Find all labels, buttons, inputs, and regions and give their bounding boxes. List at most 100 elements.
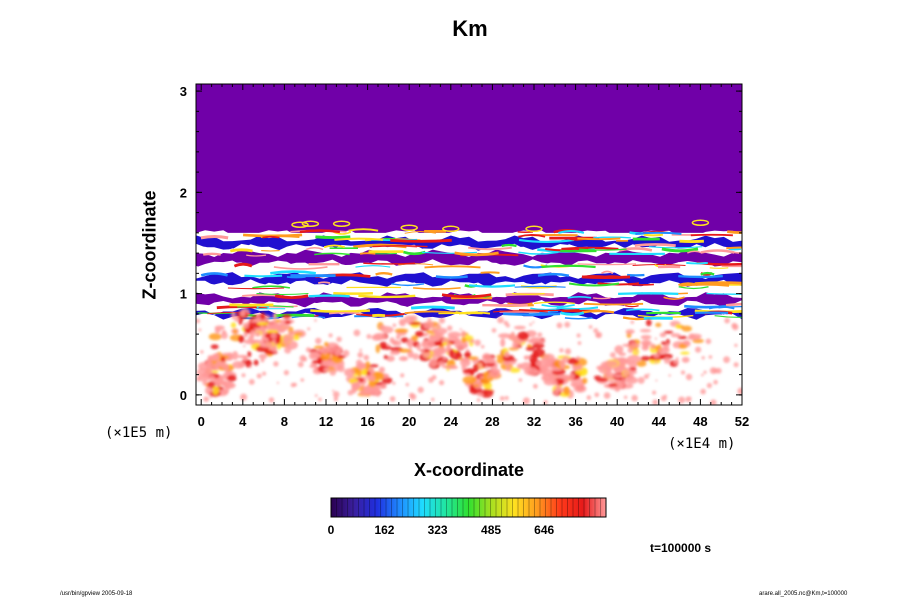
x-tick-label: 36	[568, 414, 582, 429]
x-tick-label: 28	[485, 414, 499, 429]
eddy-speck	[658, 348, 664, 354]
eddy-speck	[270, 332, 277, 339]
eddy-speck	[512, 342, 519, 349]
time-annotation: t=100000 s	[650, 541, 712, 555]
eddy-patch	[639, 329, 652, 333]
interface-streak	[593, 236, 631, 239]
interface-streak	[725, 302, 742, 307]
eddy-speck	[674, 346, 677, 349]
eddy-patch	[608, 383, 619, 388]
eddy-speck	[701, 373, 704, 377]
eddy-speck	[243, 345, 246, 348]
eddy-speck	[499, 396, 505, 401]
eddy-speck	[323, 352, 327, 355]
eddy-speck	[559, 359, 566, 367]
eddy-speck	[395, 334, 401, 340]
eddy-patch	[247, 351, 252, 358]
eddy-speck	[206, 360, 214, 368]
eddy-speck	[438, 332, 444, 338]
eddy-patch	[503, 360, 517, 365]
eddy-speck	[610, 352, 616, 358]
eddy-patch	[446, 342, 451, 351]
interface-streak	[363, 262, 416, 265]
eddy-patch	[421, 340, 435, 349]
interface-streak	[372, 245, 428, 248]
interface-streak	[435, 275, 468, 279]
eddy-speck	[268, 397, 275, 403]
eddy-patch	[496, 354, 504, 359]
eddy-speck	[522, 397, 530, 405]
interface-streak	[252, 285, 291, 289]
eddy-speck	[575, 356, 581, 361]
eddy-patch	[205, 386, 212, 395]
interface-streak	[663, 296, 685, 300]
interface-streak	[700, 271, 715, 276]
interface-streak	[390, 238, 452, 243]
eddy-patch	[517, 331, 529, 341]
eddy-speck	[276, 323, 281, 329]
eddy-speck	[314, 394, 318, 397]
x-tick-label: 8	[281, 414, 288, 429]
eddy-speck	[196, 377, 201, 382]
eddy-speck	[409, 392, 414, 398]
eddy-speck	[405, 382, 409, 387]
eddy-speck	[209, 395, 213, 399]
eddy-speck	[586, 395, 592, 400]
eddy-patch	[230, 322, 237, 329]
eddy-speck	[723, 356, 730, 364]
eddy-speck	[284, 346, 292, 354]
eddy-patch	[513, 325, 526, 330]
eddy-speck	[564, 321, 571, 328]
eddy-patch	[368, 380, 377, 388]
eddy-speck	[307, 327, 311, 331]
interface-streak	[323, 244, 346, 249]
eddy-patch	[442, 342, 448, 346]
interface-streak	[424, 265, 481, 269]
eddy-speck	[652, 390, 657, 395]
interface-streaks	[197, 228, 742, 321]
eddy-patch	[595, 377, 609, 382]
eddy-speck	[630, 341, 637, 349]
colorbar-frame	[330, 497, 607, 518]
interface-streak	[256, 293, 309, 295]
eddy-patch	[627, 354, 641, 363]
interface-streak	[518, 309, 580, 312]
y-tick-label: 0	[180, 388, 187, 403]
eddy-speck	[524, 357, 528, 360]
eddy-speck	[342, 349, 350, 357]
eddy-speck	[248, 379, 255, 385]
eddy-speck	[431, 397, 435, 402]
eddy-speck	[593, 328, 599, 334]
eddy-patch	[375, 385, 387, 389]
interface-streak	[262, 235, 280, 239]
eddy-speck	[476, 358, 479, 362]
eddy-patch	[232, 329, 238, 334]
eddy-patch	[232, 351, 239, 360]
eddy-patch	[359, 389, 371, 396]
eddy-speck	[578, 364, 582, 368]
interface-streak	[518, 251, 559, 255]
eddy-speck	[650, 343, 656, 349]
eddy-speck	[664, 394, 667, 398]
eddy-speck	[299, 355, 307, 362]
x-tick-label: 16	[360, 414, 374, 429]
band-layer	[196, 249, 742, 268]
interface-streak	[690, 233, 733, 237]
eddy-speck	[210, 356, 214, 361]
eddy-speck	[459, 328, 462, 331]
eddy-patch	[323, 367, 331, 372]
eddy-patch	[371, 334, 383, 341]
colorbar: 0 162 323 485 646	[328, 497, 607, 537]
eddy-speck	[431, 375, 437, 380]
eddy-patch	[227, 374, 237, 382]
eddy-patch	[529, 354, 536, 363]
eddy-speck	[428, 334, 436, 342]
interface-streak	[618, 292, 679, 296]
eddy-speck	[203, 396, 209, 403]
eddy-patch	[379, 325, 387, 329]
eddy-speck	[507, 333, 515, 340]
eddy-speck	[368, 367, 375, 374]
interface-streak	[634, 243, 676, 247]
x-tick-label: 44	[652, 414, 667, 429]
eddy-speck	[700, 388, 706, 395]
